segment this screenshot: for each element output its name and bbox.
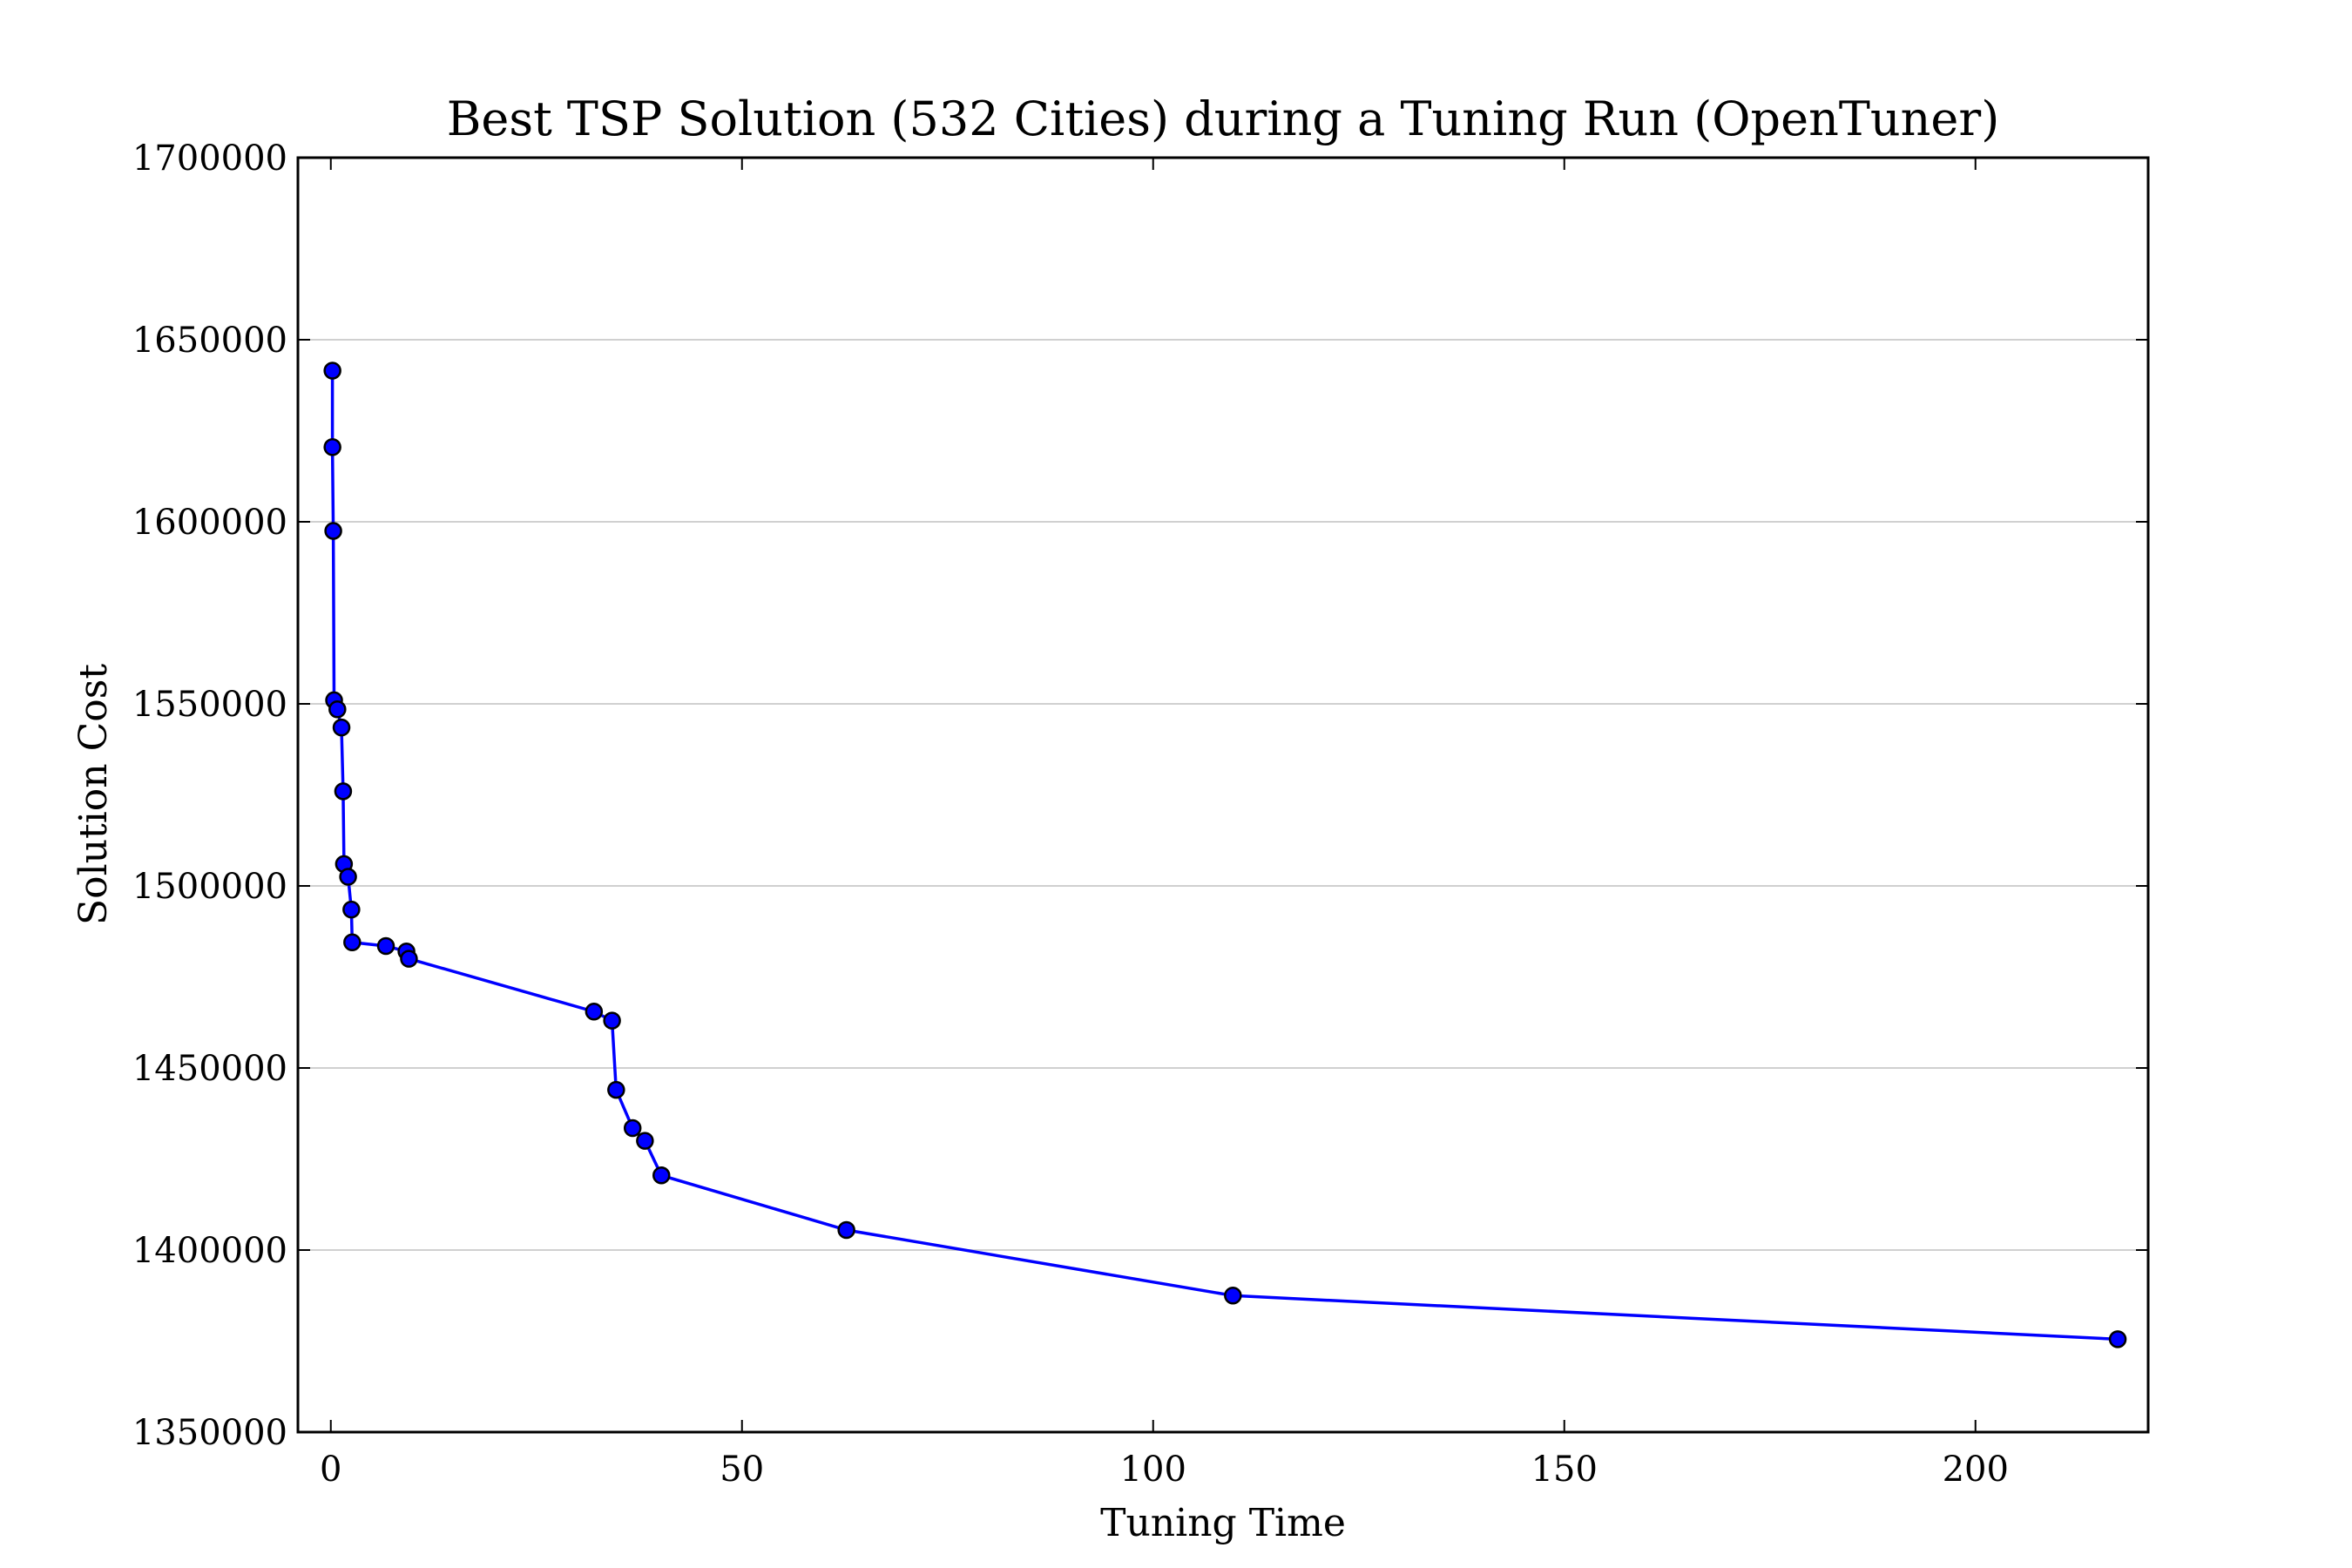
data-point: [652, 1166, 671, 1185]
x-tick-label: 50: [720, 1450, 764, 1490]
x-tick-label: 200: [1943, 1450, 2009, 1490]
data-point: [2108, 1330, 2127, 1348]
y-axis-label: Solution Cost: [71, 664, 116, 925]
data-point: [334, 782, 353, 801]
data-point: [376, 936, 395, 956]
data-point: [400, 950, 418, 968]
x-tick-label: 100: [1120, 1450, 1186, 1490]
data-point: [343, 933, 362, 952]
data-point: [323, 438, 341, 456]
data-point: [1224, 1287, 1242, 1305]
y-tick-label: 1500000: [132, 867, 287, 907]
x-tick-label: 150: [1531, 1450, 1598, 1490]
data-point: [623, 1119, 642, 1138]
data-point: [324, 522, 342, 540]
y-tick-label: 1700000: [132, 139, 287, 179]
y-tick-label: 1400000: [132, 1231, 287, 1271]
data-point: [342, 900, 361, 919]
data-point: [332, 718, 351, 737]
y-tick-label: 1350000: [132, 1413, 287, 1453]
data-point: [339, 868, 357, 886]
data-point: [323, 362, 341, 380]
data-point: [585, 1002, 604, 1021]
y-tick-label: 1650000: [132, 321, 287, 361]
x-axis-label: Tuning Time: [1100, 1501, 1346, 1545]
axis-ticks: 1350000 1400000 1450000 1500000 1550000 16000…: [132, 139, 2148, 1490]
x-tick-label: 0: [320, 1450, 341, 1490]
y-tick-label: 1550000: [132, 685, 287, 725]
series-line: [330, 370, 2119, 1342]
y-tick-label: 1450000: [132, 1049, 287, 1089]
data-point: [328, 700, 347, 719]
y-tick-label: 1600000: [132, 503, 287, 543]
plot-frame: [296, 156, 2150, 1434]
data-point: [607, 1080, 625, 1099]
series-layer: [323, 362, 2127, 1348]
data-point: [837, 1220, 855, 1240]
data-point: [636, 1132, 654, 1150]
data-point: [603, 1011, 621, 1030]
chart-title: Best TSP Solution (532 Cities) during a …: [447, 91, 2000, 146]
grid-lines: [298, 339, 2148, 1251]
